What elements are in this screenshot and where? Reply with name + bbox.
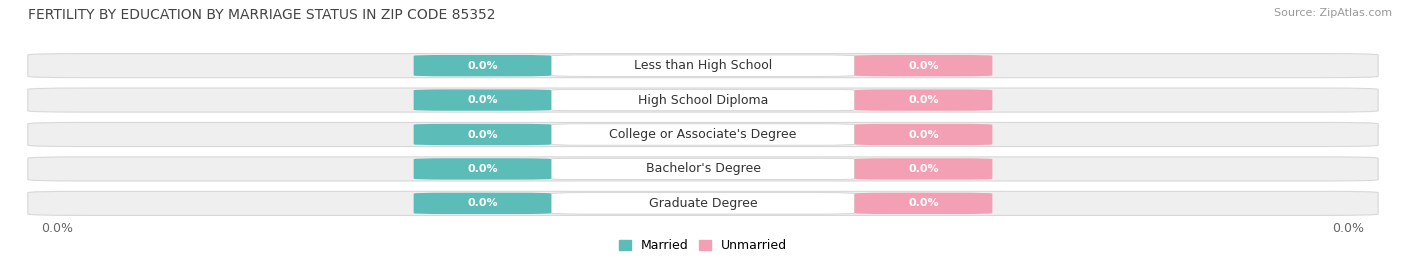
Text: 0.0%: 0.0% — [1333, 222, 1364, 235]
FancyBboxPatch shape — [413, 193, 551, 214]
FancyBboxPatch shape — [28, 88, 1378, 112]
Text: 0.0%: 0.0% — [42, 222, 73, 235]
FancyBboxPatch shape — [551, 55, 855, 76]
Text: 0.0%: 0.0% — [467, 61, 498, 71]
Text: 0.0%: 0.0% — [467, 198, 498, 208]
Text: 0.0%: 0.0% — [908, 95, 939, 105]
Text: 0.0%: 0.0% — [467, 164, 498, 174]
Text: Graduate Degree: Graduate Degree — [648, 197, 758, 210]
Text: 0.0%: 0.0% — [908, 198, 939, 208]
FancyBboxPatch shape — [28, 191, 1378, 215]
Text: High School Diploma: High School Diploma — [638, 94, 768, 107]
FancyBboxPatch shape — [855, 89, 993, 111]
Text: 0.0%: 0.0% — [908, 129, 939, 140]
FancyBboxPatch shape — [551, 124, 855, 145]
Text: College or Associate's Degree: College or Associate's Degree — [609, 128, 797, 141]
FancyBboxPatch shape — [28, 54, 1378, 78]
FancyBboxPatch shape — [551, 193, 855, 214]
FancyBboxPatch shape — [28, 157, 1378, 181]
FancyBboxPatch shape — [28, 122, 1378, 147]
Text: 0.0%: 0.0% — [908, 61, 939, 71]
Legend: Married, Unmarried: Married, Unmarried — [619, 239, 787, 252]
FancyBboxPatch shape — [413, 55, 551, 76]
FancyBboxPatch shape — [855, 124, 993, 145]
Text: FERTILITY BY EDUCATION BY MARRIAGE STATUS IN ZIP CODE 85352: FERTILITY BY EDUCATION BY MARRIAGE STATU… — [28, 8, 496, 22]
FancyBboxPatch shape — [413, 89, 551, 111]
FancyBboxPatch shape — [551, 89, 855, 111]
Text: 0.0%: 0.0% — [908, 164, 939, 174]
FancyBboxPatch shape — [413, 124, 551, 145]
Text: Less than High School: Less than High School — [634, 59, 772, 72]
Text: 0.0%: 0.0% — [467, 95, 498, 105]
FancyBboxPatch shape — [855, 158, 993, 180]
FancyBboxPatch shape — [855, 193, 993, 214]
Text: Bachelor's Degree: Bachelor's Degree — [645, 162, 761, 175]
Text: 0.0%: 0.0% — [467, 129, 498, 140]
Text: Source: ZipAtlas.com: Source: ZipAtlas.com — [1274, 8, 1392, 18]
FancyBboxPatch shape — [855, 55, 993, 76]
FancyBboxPatch shape — [551, 158, 855, 180]
FancyBboxPatch shape — [413, 158, 551, 180]
